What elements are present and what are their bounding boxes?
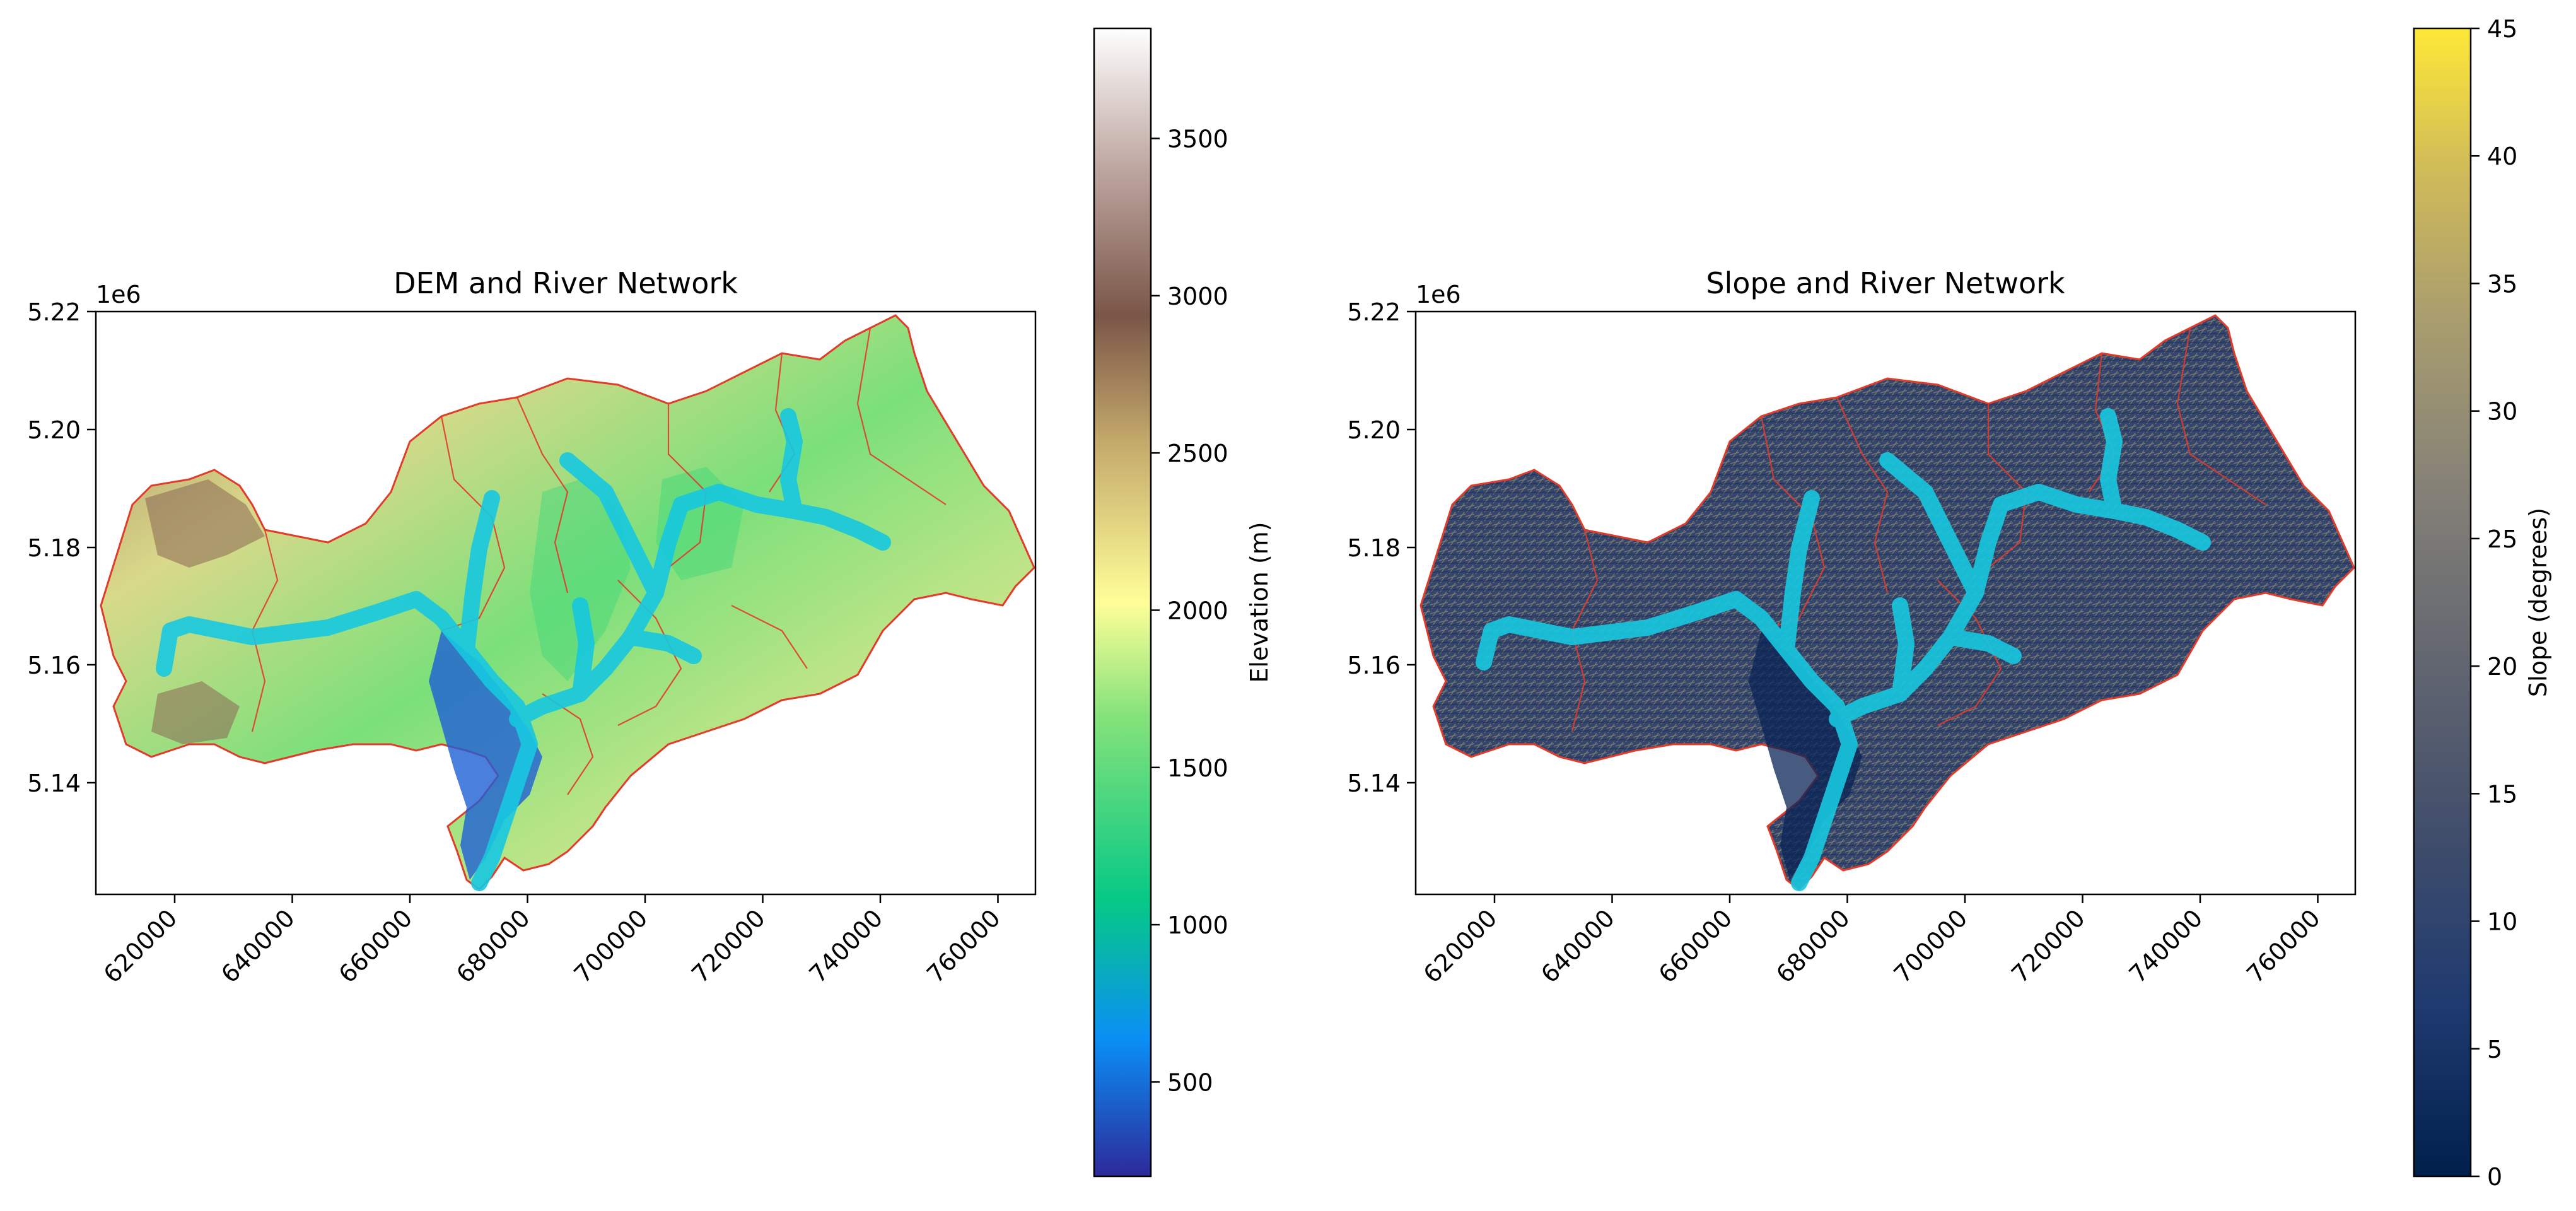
- colorbar-tick-label: 35: [2487, 270, 2517, 298]
- colorbar: 500 1000 1500 2000 2500 3000 3500 Elevation (m…: [1094, 28, 1273, 1176]
- x-tick-label: 620000: [98, 904, 183, 988]
- colorbar-tick-label: 3500: [1167, 126, 1228, 153]
- x-tick-label: 700000: [1889, 904, 1973, 988]
- x-tick-label: 760000: [2241, 904, 2326, 988]
- colorbar-gradient: [1094, 28, 1151, 1176]
- y-tick-label: 5.16: [27, 652, 81, 679]
- y-tick-label: 5.22: [27, 298, 81, 326]
- axis-offset-label: 1e6: [1416, 281, 1461, 308]
- slope-panel: Slope and River Network: [1347, 15, 2552, 1191]
- colorbar-tick-label: 30: [2487, 398, 2517, 426]
- x-tick-label: 760000: [921, 904, 1006, 988]
- colorbar-tick-label: 15: [2487, 780, 2517, 808]
- dem-panel: DEM and River Network: [27, 28, 1273, 1176]
- y-tick-label: 5.14: [27, 769, 81, 797]
- y-tick-label: 5.20: [1347, 416, 1401, 444]
- colorbar-tick-label: 40: [2487, 143, 2517, 170]
- x-tick-label: 680000: [1771, 904, 1855, 988]
- x-tick-label: 640000: [216, 904, 300, 988]
- colorbar-tick-label: 20: [2487, 653, 2517, 681]
- colorbar-ticks: 0 5 10 15 20 25 30 35 40 45: [2471, 15, 2517, 1191]
- x-tick-label: 680000: [451, 904, 535, 988]
- x-axis: 620000 640000 660000 680000 700000 720000 7400…: [98, 894, 1006, 988]
- colorbar-tick-label: 1500: [1167, 754, 1228, 782]
- x-tick-label: 720000: [686, 904, 771, 988]
- colorbar: 0 5 10 15 20 25 30 35 40 45 Slope (degrees): [2414, 15, 2552, 1191]
- x-tick-label: 720000: [2006, 904, 2090, 988]
- colorbar-ticks: 500 1000 1500 2000 2500 3000 3500: [1151, 126, 1228, 1097]
- x-tick-label: 740000: [2124, 904, 2208, 988]
- colorbar-tick-label: 0: [2487, 1163, 2502, 1191]
- panel-title: Slope and River Network: [1706, 266, 2065, 300]
- y-axis: 5.22 5.20 5.18 5.16 5.14: [27, 298, 96, 797]
- colorbar-tick-label: 3000: [1167, 283, 1228, 310]
- y-tick-label: 5.16: [1347, 652, 1401, 679]
- y-tick-label: 5.22: [1347, 298, 1401, 326]
- colorbar-label: Elevation (m): [1245, 522, 1273, 682]
- colorbar-tick-label: 2500: [1167, 440, 1228, 467]
- y-tick-label: 5.18: [1347, 534, 1401, 562]
- region-slope-fill: [1421, 315, 2354, 889]
- colorbar-tick-label: 1000: [1167, 911, 1228, 939]
- y-tick-label: 5.14: [1347, 769, 1401, 797]
- colorbar-tick-label: 45: [2487, 15, 2517, 43]
- x-axis: 620000 640000 660000 680000 700000 720000 7400…: [1418, 894, 2326, 988]
- axis-offset-label: 1e6: [96, 281, 141, 308]
- x-tick-label: 620000: [1418, 904, 1503, 988]
- x-tick-label: 660000: [334, 904, 418, 988]
- x-tick-label: 660000: [1653, 904, 1738, 988]
- panel-title: DEM and River Network: [393, 266, 738, 300]
- colorbar-tick-label: 25: [2487, 525, 2517, 553]
- colorbar-gradient: [2414, 28, 2471, 1176]
- colorbar-tick-label: 5: [2487, 1036, 2502, 1063]
- x-tick-label: 740000: [804, 904, 889, 988]
- y-tick-label: 5.18: [27, 534, 81, 562]
- colorbar-tick-label: 2000: [1167, 597, 1228, 624]
- colorbar-label: Slope (degrees): [2524, 508, 2552, 697]
- y-tick-label: 5.20: [27, 416, 81, 444]
- colorbar-tick-label: 500: [1167, 1068, 1213, 1096]
- x-tick-label: 700000: [569, 904, 653, 988]
- y-axis: 5.22 5.20 5.18 5.16 5.14: [1347, 298, 1416, 797]
- x-tick-label: 640000: [1536, 904, 1620, 988]
- colorbar-tick-label: 10: [2487, 908, 2517, 936]
